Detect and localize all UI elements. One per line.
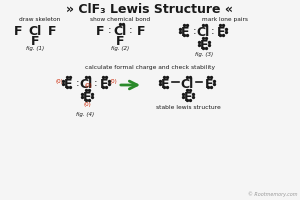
Text: stable lewis structure: stable lewis structure xyxy=(156,105,220,110)
Text: fig. (1): fig. (1) xyxy=(26,46,44,51)
Text: F: F xyxy=(96,25,104,38)
Text: :: : xyxy=(211,26,215,36)
Text: Cl: Cl xyxy=(180,78,194,91)
Text: F: F xyxy=(200,39,208,52)
Text: F: F xyxy=(217,26,225,39)
Text: mark lone pairs: mark lone pairs xyxy=(202,17,248,22)
Text: » ClF₃ Lewis Structure «: » ClF₃ Lewis Structure « xyxy=(67,3,233,16)
Text: :: : xyxy=(94,78,98,88)
Text: F: F xyxy=(205,78,213,91)
Text: :: : xyxy=(76,78,80,88)
Text: fig. (4): fig. (4) xyxy=(76,112,94,117)
Text: :: : xyxy=(108,25,112,35)
Text: F: F xyxy=(184,91,192,104)
Text: :: : xyxy=(129,25,133,35)
Text: Cl: Cl xyxy=(196,26,210,39)
Text: (0): (0) xyxy=(84,83,92,88)
Text: :: : xyxy=(193,26,197,36)
Text: F: F xyxy=(100,78,108,91)
Text: show chemical bond: show chemical bond xyxy=(90,17,150,22)
Text: F: F xyxy=(137,25,145,38)
Text: F: F xyxy=(14,25,22,38)
Text: F: F xyxy=(116,35,124,48)
Text: F: F xyxy=(64,78,72,91)
Text: Cl: Cl xyxy=(113,25,127,38)
Text: © Rootmemory.com: © Rootmemory.com xyxy=(248,191,297,197)
Text: fig. (2): fig. (2) xyxy=(111,46,129,51)
Text: F: F xyxy=(31,35,39,48)
FancyArrowPatch shape xyxy=(121,81,137,89)
Text: Cl: Cl xyxy=(28,25,42,38)
Text: F: F xyxy=(48,25,56,38)
Text: (0): (0) xyxy=(83,102,91,107)
Text: (0): (0) xyxy=(109,79,117,84)
Text: Cl: Cl xyxy=(80,78,93,91)
Text: F: F xyxy=(83,91,91,104)
Text: fig. (3): fig. (3) xyxy=(195,52,213,57)
Text: F: F xyxy=(181,26,189,39)
Text: F: F xyxy=(161,78,169,91)
Text: draw skeleton: draw skeleton xyxy=(20,17,61,22)
Text: calculate formal charge and check stability: calculate formal charge and check stabil… xyxy=(85,65,215,70)
Text: (0): (0) xyxy=(55,79,63,84)
